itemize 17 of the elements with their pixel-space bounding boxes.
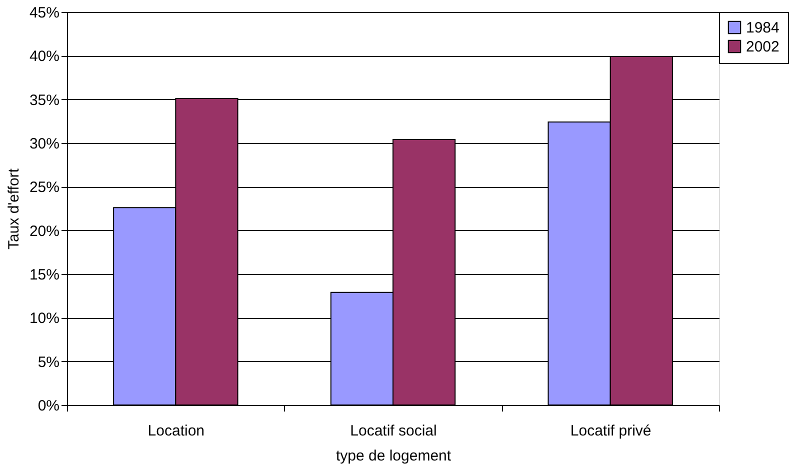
- y-tick-label: 25%: [29, 179, 60, 196]
- x-tick-label: Locatif social: [350, 422, 437, 440]
- y-tick-label: 35%: [29, 92, 60, 109]
- y-tick-label: 0%: [38, 398, 60, 414]
- x-tick-label: Locatif privé: [570, 422, 652, 440]
- y-tick-label: 30%: [29, 136, 60, 152]
- x-tick-label: Location: [148, 422, 205, 440]
- y-tick-label: 45%: [29, 4, 60, 22]
- legend-label: 1984: [746, 20, 780, 36]
- x-axis-title: type de logement: [336, 448, 452, 464]
- y-tick-label: 15%: [29, 266, 60, 284]
- y-tick-label: 20%: [29, 222, 60, 240]
- y-tick-label: 40%: [29, 48, 60, 66]
- y-axis-title: Taux d'effort: [5, 168, 22, 250]
- y-tick-label: 5%: [38, 354, 60, 371]
- y-tick-label: 10%: [29, 310, 60, 328]
- legend-label: 2002: [746, 38, 780, 56]
